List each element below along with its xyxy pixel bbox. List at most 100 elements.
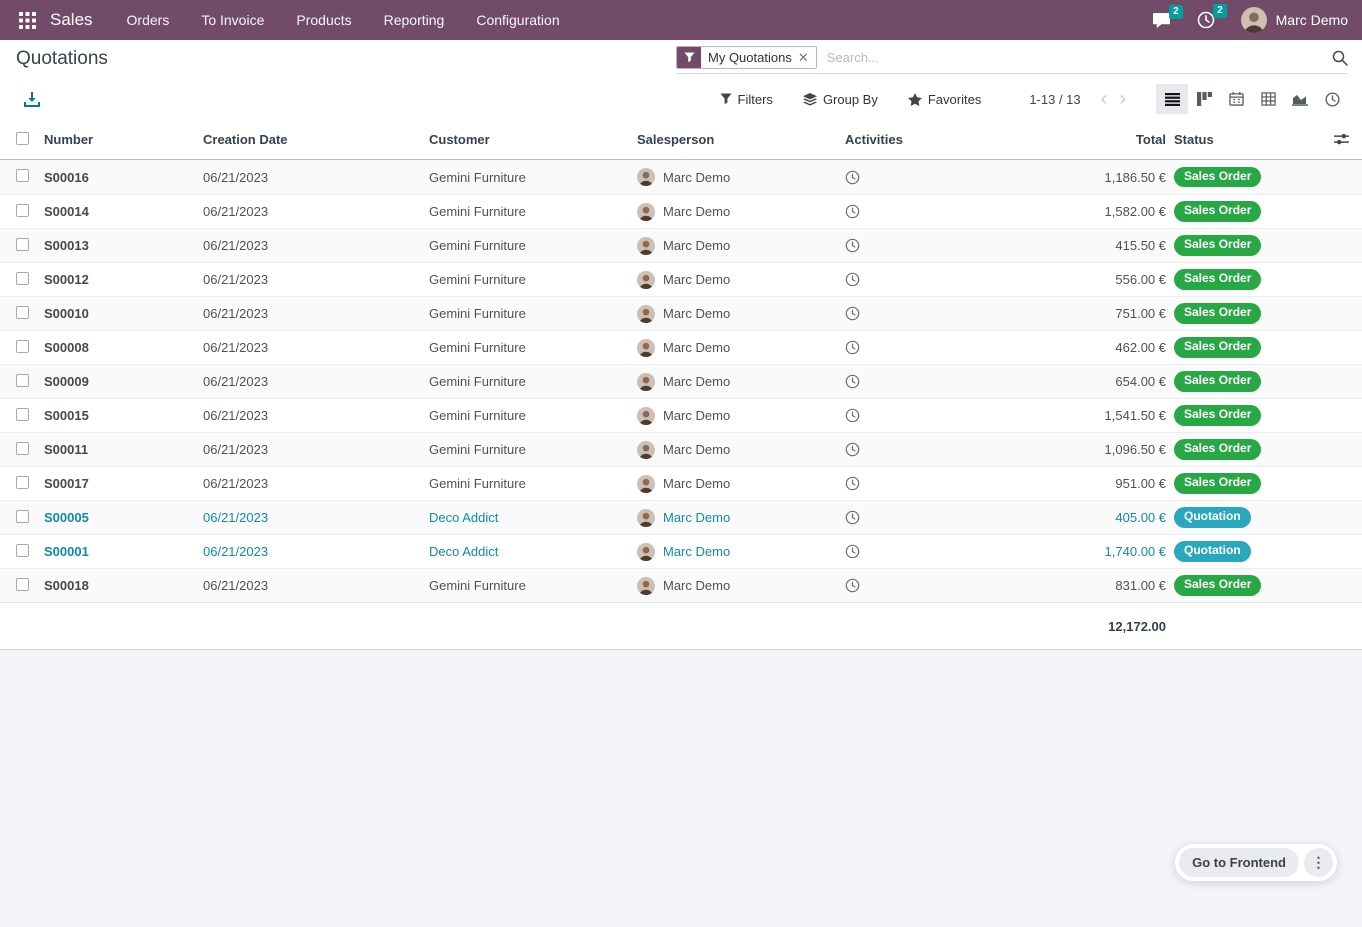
graph-view-button[interactable]	[1284, 84, 1316, 114]
cell-creation-date: 06/21/2023	[203, 578, 269, 593]
pivot-view-button[interactable]	[1252, 84, 1284, 114]
activity-clock-icon[interactable]	[845, 340, 975, 355]
header-number[interactable]: Number	[44, 132, 94, 147]
salesperson-avatar	[637, 338, 655, 357]
cell-creation-date: 06/21/2023	[203, 272, 269, 287]
activity-clock-icon[interactable]	[845, 374, 975, 389]
user-menu[interactable]: Marc Demo	[1275, 12, 1348, 28]
activity-clock-icon[interactable]	[845, 476, 975, 491]
chat-bubble-icon	[1152, 12, 1170, 28]
table-row[interactable]: S00012 06/21/2023 Gemini Furniture Marc …	[0, 262, 1362, 296]
table-row[interactable]: S00009 06/21/2023 Gemini Furniture Marc …	[0, 364, 1362, 398]
pager-previous-icon[interactable]: ‹	[1100, 88, 1108, 110]
row-checkbox[interactable]	[16, 577, 29, 591]
row-checkbox[interactable]	[16, 237, 29, 251]
row-checkbox[interactable]	[16, 509, 29, 523]
status-badge: Sales Order	[1174, 575, 1262, 596]
table-row[interactable]: S00018 06/21/2023 Gemini Furniture Marc …	[0, 568, 1362, 602]
row-checkbox[interactable]	[16, 373, 29, 387]
activity-clock-icon[interactable]	[845, 170, 975, 185]
activity-clock-icon[interactable]	[845, 510, 975, 525]
search-bar[interactable]: My Quotations ✕	[676, 44, 1348, 74]
favorites-button[interactable]: Favorites	[907, 92, 981, 107]
table-row[interactable]: S00015 06/21/2023 Gemini Furniture Marc …	[0, 398, 1362, 432]
salesperson-avatar	[637, 372, 655, 391]
header-activities[interactable]: Activities	[845, 132, 903, 147]
header-status[interactable]: Status	[1174, 132, 1214, 147]
frontend-options-icon[interactable]: ⋮	[1304, 848, 1333, 877]
row-checkbox[interactable]	[16, 169, 29, 182]
row-checkbox[interactable]	[16, 441, 29, 455]
cell-number: S00012	[44, 272, 89, 287]
table-row[interactable]: S00017 06/21/2023 Gemini Furniture Marc …	[0, 466, 1362, 500]
table-row[interactable]: S00005 06/21/2023 Deco Addict Marc Demo …	[0, 500, 1362, 534]
row-checkbox[interactable]	[16, 203, 29, 217]
table-row[interactable]: S00001 06/21/2023 Deco Addict Marc Demo …	[0, 534, 1362, 568]
row-checkbox[interactable]	[16, 271, 29, 285]
go-to-frontend-button[interactable]: Go to Frontend	[1179, 848, 1299, 877]
cell-number: S00014	[44, 204, 89, 219]
clock-icon	[1197, 11, 1214, 29]
search-icon[interactable]	[1324, 50, 1348, 66]
activity-clock-icon[interactable]	[845, 544, 975, 559]
table-row[interactable]: S00010 06/21/2023 Gemini Furniture Marc …	[0, 296, 1362, 330]
activity-clock-icon[interactable]	[845, 306, 975, 321]
header-creation-date[interactable]: Creation Date	[203, 132, 288, 147]
kanban-view-button[interactable]	[1188, 84, 1220, 114]
list-view-button[interactable]	[1156, 84, 1188, 114]
optional-columns-icon[interactable]	[1333, 133, 1349, 146]
menu-item-configuration[interactable]: Configuration	[476, 12, 560, 28]
status-badge: Sales Order	[1174, 166, 1262, 188]
table-row[interactable]: S00016 06/21/2023 Gemini Furniture Marc …	[0, 160, 1362, 194]
activity-clock-icon[interactable]	[845, 238, 975, 253]
app-name[interactable]: Sales	[50, 10, 93, 29]
select-all-checkbox[interactable]	[16, 131, 29, 145]
cell-salesperson: Marc Demo	[637, 406, 845, 425]
row-checkbox[interactable]	[16, 407, 29, 421]
header-salesperson[interactable]: Salesperson	[637, 132, 715, 147]
activity-view-button[interactable]	[1316, 84, 1348, 114]
row-checkbox[interactable]	[16, 543, 29, 557]
activity-clock-icon[interactable]	[845, 272, 975, 287]
cell-creation-date: 06/21/2023	[203, 374, 269, 389]
cell-creation-date: 06/21/2023	[203, 340, 269, 355]
salesperson-name: Marc Demo	[663, 169, 731, 185]
search-input[interactable]	[824, 49, 1324, 66]
cell-number: S00009	[44, 374, 89, 389]
messages-button[interactable]: 2	[1152, 4, 1183, 29]
frontend-switch-widget: Go to Frontend ⋮	[1175, 844, 1337, 881]
row-checkbox[interactable]	[16, 305, 29, 319]
header-total[interactable]: Total	[1135, 132, 1166, 147]
pager-next-icon[interactable]: ›	[1119, 88, 1126, 110]
activity-clock-icon[interactable]	[845, 578, 975, 593]
calendar-view-button[interactable]	[1220, 84, 1252, 114]
activity-clock-icon[interactable]	[845, 442, 975, 457]
cell-creation-date: 06/21/2023	[203, 204, 269, 219]
user-avatar[interactable]	[1240, 7, 1267, 33]
menu-item-reporting[interactable]: Reporting	[383, 12, 445, 28]
row-checkbox[interactable]	[16, 339, 29, 353]
activity-clock-icon[interactable]	[845, 204, 975, 219]
header-customer[interactable]: Customer	[429, 132, 490, 147]
row-checkbox[interactable]	[16, 475, 29, 489]
filters-button[interactable]: Filters	[720, 92, 773, 107]
apps-grid-icon[interactable]	[14, 7, 40, 33]
facet-remove-icon[interactable]: ✕	[797, 50, 809, 65]
table-row[interactable]: S00014 06/21/2023 Gemini Furniture Marc …	[0, 194, 1362, 228]
export-download-icon[interactable]	[24, 91, 40, 107]
group-by-button[interactable]: Group By	[802, 92, 878, 107]
table-row[interactable]: S00008 06/21/2023 Gemini Furniture Marc …	[0, 330, 1362, 364]
cell-customer: Gemini Furniture	[429, 306, 526, 321]
cell-number: S00016	[44, 169, 89, 185]
top-navbar: Sales Orders To Invoice Products Reporting C…	[0, 0, 1362, 40]
menu-item-orders[interactable]: Orders	[126, 12, 170, 28]
table-row[interactable]: S00013 06/21/2023 Gemini Furniture Marc …	[0, 228, 1362, 262]
cell-total: 1,096.50 €	[1104, 442, 1166, 457]
activity-clock-icon[interactable]	[845, 408, 975, 423]
cell-total: 556.00 €	[1115, 272, 1166, 287]
table-row[interactable]: S00011 06/21/2023 Gemini Furniture Marc …	[0, 432, 1362, 466]
activities-button[interactable]: 2	[1197, 4, 1227, 29]
menu-item-products[interactable]: Products	[296, 12, 352, 28]
pager: 1-13 / 13 ‹ ›	[1029, 89, 1132, 109]
menu-item-to-invoice[interactable]: To Invoice	[201, 12, 265, 28]
